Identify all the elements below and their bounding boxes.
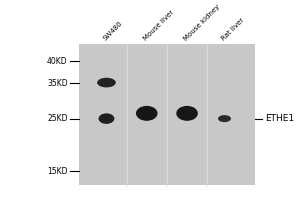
Text: 35KD: 35KD — [47, 79, 68, 88]
Ellipse shape — [97, 78, 116, 87]
Ellipse shape — [136, 106, 158, 121]
Ellipse shape — [98, 113, 114, 124]
Ellipse shape — [218, 115, 231, 122]
Ellipse shape — [176, 106, 198, 121]
Text: 40KD: 40KD — [47, 57, 68, 66]
Text: 25KD: 25KD — [47, 114, 68, 123]
Text: SW480: SW480 — [102, 20, 124, 42]
Text: Mouse liver: Mouse liver — [142, 10, 175, 42]
Text: Mouse kidney: Mouse kidney — [183, 4, 221, 42]
Text: Rat liver: Rat liver — [220, 17, 245, 42]
Text: ETHE1: ETHE1 — [265, 114, 294, 123]
Bar — [79, 44, 255, 185]
Text: 15KD: 15KD — [47, 167, 68, 176]
